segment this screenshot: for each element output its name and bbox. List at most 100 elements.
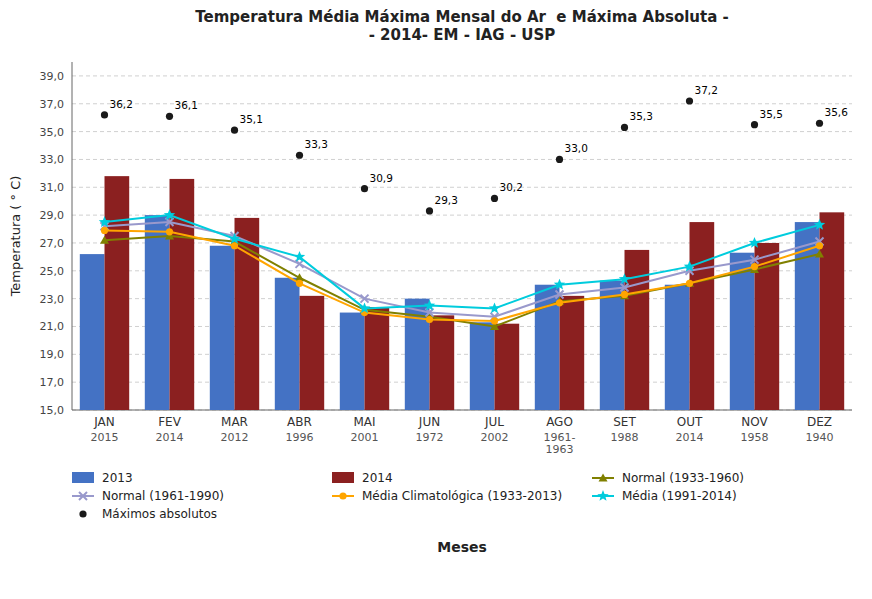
legend-label: Normal (1933-1960) xyxy=(622,471,744,485)
x-tick-label: SET xyxy=(613,415,636,429)
bar xyxy=(690,222,715,410)
x-tick-label: FEV xyxy=(158,415,181,429)
title-line: - 2014- EM - IAG - USP xyxy=(369,26,556,44)
x-sublabel-line: 2014 xyxy=(156,431,184,444)
line-marker xyxy=(686,280,693,287)
bar xyxy=(730,253,755,410)
y-tick-label: 39,0 xyxy=(40,70,65,83)
scatter-point xyxy=(361,185,368,192)
bar xyxy=(365,307,390,410)
data-label: 35,6 xyxy=(825,106,849,118)
y-tick-label: 21,0 xyxy=(40,320,65,333)
x-tick-label: NOV xyxy=(741,415,768,429)
data-label: 36,2 xyxy=(110,98,133,110)
data-label: 30,2 xyxy=(500,181,523,193)
line-marker xyxy=(619,273,630,284)
title-line: Temperatura Média Máxima Mensal do Ar e … xyxy=(195,8,729,26)
scatter-point xyxy=(426,207,433,214)
plot-area xyxy=(80,97,844,410)
line-marker xyxy=(556,299,563,306)
x-sublabel-line: 1996 xyxy=(286,431,314,444)
line-marker xyxy=(749,237,760,248)
x-sublabel-line: 2014 xyxy=(676,431,704,444)
bar xyxy=(625,250,650,410)
x-tick-label: JUN xyxy=(418,415,440,429)
y-tick-label: 31,0 xyxy=(40,181,65,194)
y-tick-label: 23,0 xyxy=(40,293,65,306)
y-tick-label: 37,0 xyxy=(40,98,65,111)
bar xyxy=(820,212,845,410)
bar xyxy=(210,246,235,410)
line-marker xyxy=(99,216,110,227)
y-tick-label: 35,0 xyxy=(40,126,65,139)
chart: Temperatura Média Máxima Mensal do Ar e … xyxy=(0,0,872,599)
scatter-point xyxy=(686,97,693,104)
title: Temperatura Média Máxima Mensal do Ar e … xyxy=(195,8,729,44)
x-sublabel: 2015 xyxy=(91,431,119,444)
line-marker xyxy=(424,300,435,311)
line-marker xyxy=(231,242,238,249)
line xyxy=(105,222,820,317)
data-label: 33,0 xyxy=(565,142,588,154)
x-tick-label: JAN xyxy=(93,415,115,429)
scatter-point xyxy=(491,195,498,202)
legend-item: Máximos absolutos xyxy=(79,507,217,521)
bar xyxy=(600,281,625,410)
bar xyxy=(235,218,260,410)
legend-item: 2014 xyxy=(332,471,393,485)
legend-marker xyxy=(599,474,608,482)
line-marker xyxy=(751,263,758,270)
x-sublabel-line: 2001 xyxy=(351,431,379,444)
legend-swatch xyxy=(72,472,94,483)
x-sublabel-line: 2002 xyxy=(481,431,509,444)
legend-item: Média (1991-2014) xyxy=(592,489,737,503)
y-tick-label: 29,0 xyxy=(40,209,65,222)
grid-line xyxy=(72,159,852,160)
data-label: 33,3 xyxy=(305,138,328,150)
legend-item: Normal (1961-1990) xyxy=(72,489,224,503)
x-sublabel: 2012 xyxy=(221,431,249,444)
line-marker xyxy=(815,250,824,258)
line-marker xyxy=(296,280,303,287)
line-marker xyxy=(751,256,759,264)
bar xyxy=(430,315,455,410)
legend-item: 2013 xyxy=(72,471,133,485)
line-marker xyxy=(816,242,823,249)
x-sublabel: 1988 xyxy=(611,431,639,444)
y-tick-label: 27,0 xyxy=(40,237,65,250)
bar xyxy=(105,176,130,410)
line-marker xyxy=(684,261,695,272)
scatter-point xyxy=(621,124,628,131)
y-tick-label: 17,0 xyxy=(40,376,65,389)
line xyxy=(105,215,820,308)
bar xyxy=(665,285,690,410)
legend-marker xyxy=(79,492,87,500)
y-axis xyxy=(72,62,73,410)
bar xyxy=(300,296,325,410)
line-marker xyxy=(814,219,825,230)
x-sublabel: 1996 xyxy=(286,431,314,444)
x-sublabel-line: 2012 xyxy=(221,431,249,444)
legend-label: Normal (1961-1990) xyxy=(102,489,224,503)
data-label: 37,2 xyxy=(695,84,718,96)
line-marker xyxy=(620,291,629,299)
grid-line xyxy=(72,75,852,76)
line-marker xyxy=(554,279,565,290)
line-marker xyxy=(491,317,498,324)
legend-label: Média (1991-2014) xyxy=(622,489,737,503)
x-sublabel-line: 1972 xyxy=(416,431,444,444)
x-sublabel-line: 2015 xyxy=(91,431,119,444)
bar xyxy=(340,313,365,410)
line-marker xyxy=(100,236,109,244)
x-sublabel-line: 1963 xyxy=(546,443,574,456)
y-tick-label: 19,0 xyxy=(40,348,65,361)
line-marker xyxy=(489,302,500,313)
x-sublabel: 1972 xyxy=(416,431,444,444)
legend-marker xyxy=(597,490,608,501)
legend-label: Máximos absolutos xyxy=(102,507,217,521)
scatter-point xyxy=(296,152,303,159)
line-marker xyxy=(101,227,108,234)
y-axis-label: Temperatura ( ° C) xyxy=(8,176,23,298)
scatter-point xyxy=(166,113,173,120)
bar xyxy=(470,322,495,410)
